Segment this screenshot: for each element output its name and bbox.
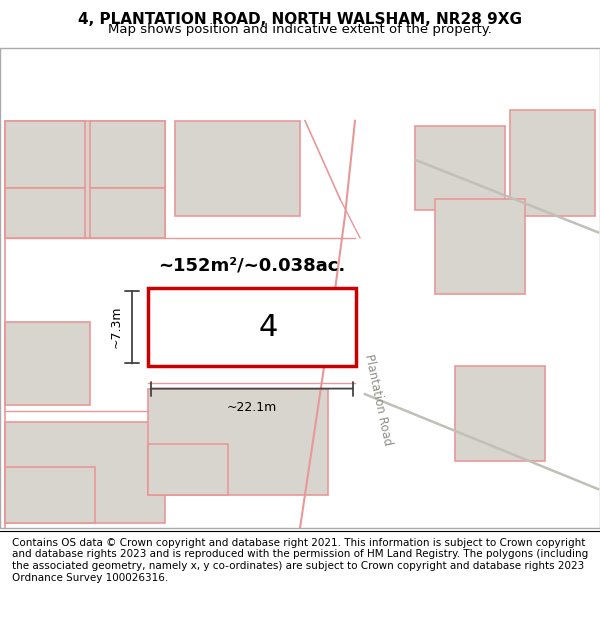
Bar bbox=[148, 444, 228, 494]
Text: ~152m²/~0.038ac.: ~152m²/~0.038ac. bbox=[158, 257, 346, 275]
Text: ~22.1m: ~22.1m bbox=[227, 401, 277, 414]
Bar bbox=[5, 121, 85, 188]
Bar bbox=[510, 109, 595, 216]
Bar bbox=[175, 121, 300, 216]
Text: 4, PLANTATION ROAD, NORTH WALSHAM, NR28 9XG: 4, PLANTATION ROAD, NORTH WALSHAM, NR28 … bbox=[78, 12, 522, 27]
Text: Contains OS data © Crown copyright and database right 2021. This information is : Contains OS data © Crown copyright and d… bbox=[12, 538, 588, 582]
Bar bbox=[455, 366, 545, 461]
Bar bbox=[90, 121, 165, 188]
Bar bbox=[148, 389, 328, 494]
Bar bbox=[5, 422, 165, 522]
Bar bbox=[5, 467, 95, 522]
Bar bbox=[148, 288, 356, 366]
Text: Plantation Road: Plantation Road bbox=[362, 353, 394, 447]
Bar bbox=[415, 126, 505, 210]
Bar bbox=[90, 188, 165, 238]
Text: Map shows position and indicative extent of the property.: Map shows position and indicative extent… bbox=[108, 23, 492, 36]
Text: 4: 4 bbox=[259, 312, 278, 342]
Text: ~7.3m: ~7.3m bbox=[110, 306, 122, 349]
Bar bbox=[5, 121, 165, 238]
Bar bbox=[5, 188, 85, 238]
Bar bbox=[435, 199, 525, 294]
Bar bbox=[5, 322, 90, 406]
